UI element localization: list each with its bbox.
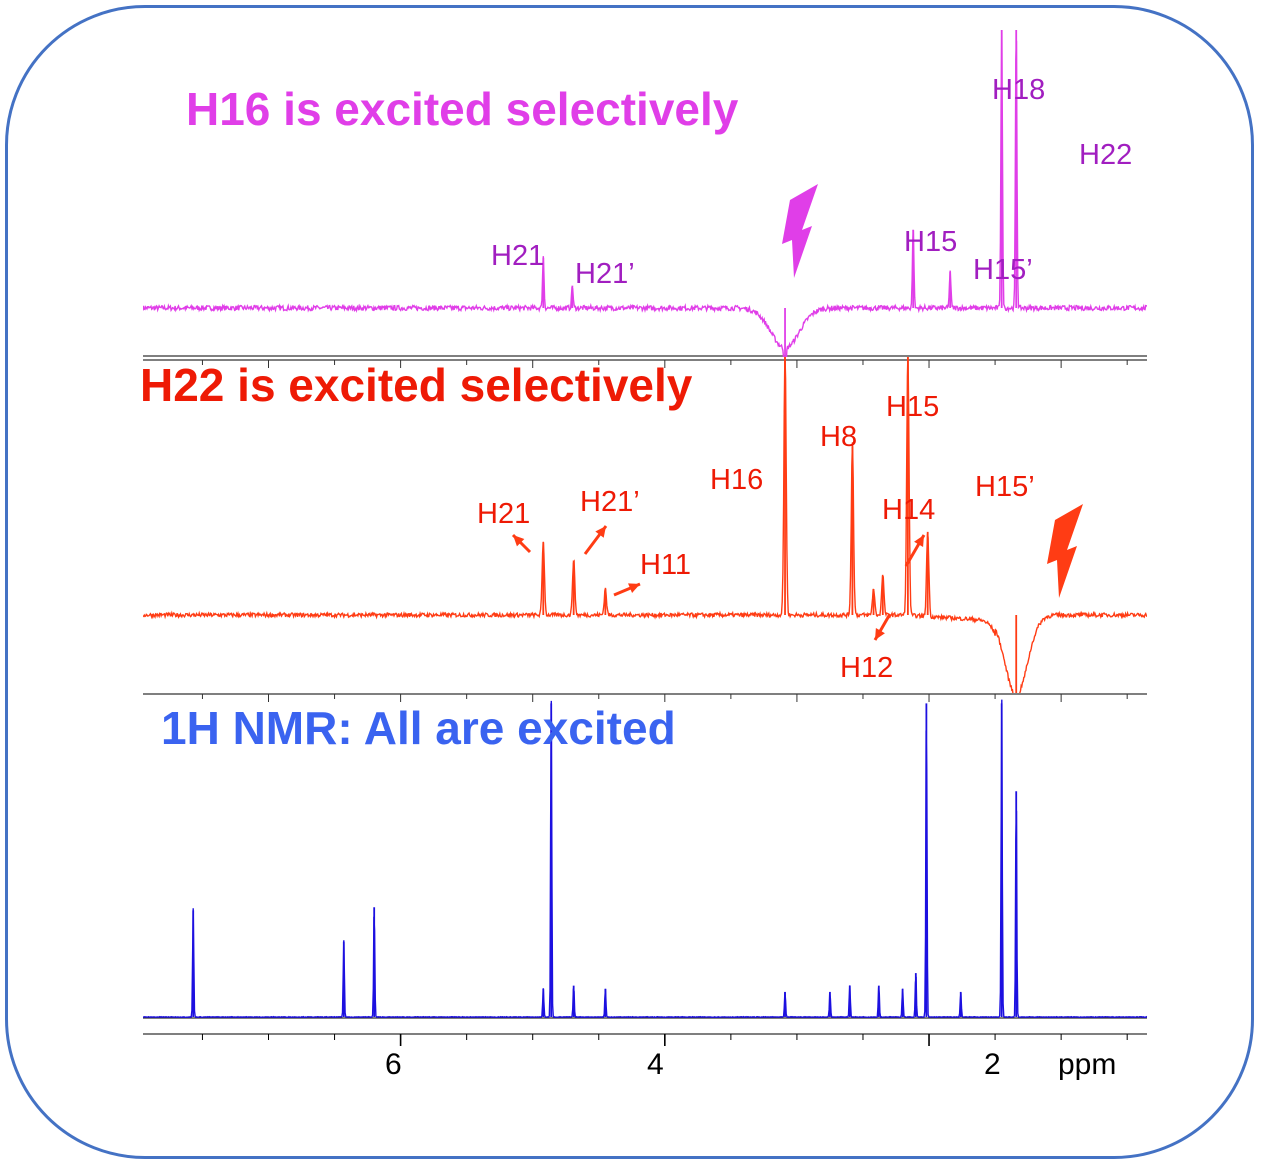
- h16-label-h21-prime: H21’: [575, 258, 635, 290]
- arrow-icon-h14-head: [914, 535, 924, 547]
- h16-label-h22: H22: [1079, 139, 1133, 171]
- arrow-icon-h21: [511, 533, 532, 554]
- spectrum-trace-0: [143, 30, 1147, 357]
- arrow-icon-h12: [873, 613, 892, 641]
- h22-label-h12: H12: [840, 652, 894, 684]
- arrow-icon-h14: [904, 534, 926, 567]
- h22-label-h21: H21: [477, 498, 531, 530]
- arrow-icon-h21-head: [513, 535, 525, 547]
- h22-label-h16: H16: [710, 464, 764, 496]
- x-tick-label-6: 6: [385, 1048, 402, 1081]
- h22-label-h14: H14: [882, 494, 936, 526]
- irradiation-bolt-icon-h16: [782, 184, 818, 278]
- h16-panel-title: H16 is excited selectively: [186, 83, 739, 135]
- spectrum-trace-1: [143, 357, 1147, 693]
- h16-label-h15: H15: [904, 226, 958, 258]
- h22-panel-title: H22 is excited selectively: [140, 359, 693, 411]
- h16-label-h15-prime: H15’: [973, 254, 1033, 286]
- arrow-icon-h12-head: [875, 628, 885, 640]
- arrow-icon-h11-head: [628, 583, 640, 594]
- h16-label-h21: H21: [491, 240, 545, 272]
- spectrum-trace-2: [143, 699, 1147, 1018]
- h22-label-h11: H11: [640, 549, 692, 581]
- h22-label-h15: H15: [886, 391, 940, 423]
- h22-label-h15-prime: H15’: [975, 471, 1035, 503]
- arrow-icon-h11: [613, 582, 641, 597]
- h22-label-h8: H8: [820, 421, 858, 453]
- h22-label-h21-prime: H21’: [580, 486, 640, 518]
- x-tick-label-2: 2: [984, 1048, 1001, 1081]
- nmr-panel-title: 1H NMR: All are excited: [161, 702, 676, 754]
- x-axis-label: ppm: [1058, 1048, 1117, 1081]
- arrow-icon-h21-prime: [583, 525, 608, 555]
- rounded-frame: [5, 5, 1254, 1159]
- irradiation-bolt-icon-h22: [1047, 504, 1083, 598]
- arrow-icon-h21-prime-head: [595, 526, 606, 538]
- x-tick-label-4: 4: [647, 1048, 664, 1081]
- h16-label-h18: H18: [992, 74, 1046, 106]
